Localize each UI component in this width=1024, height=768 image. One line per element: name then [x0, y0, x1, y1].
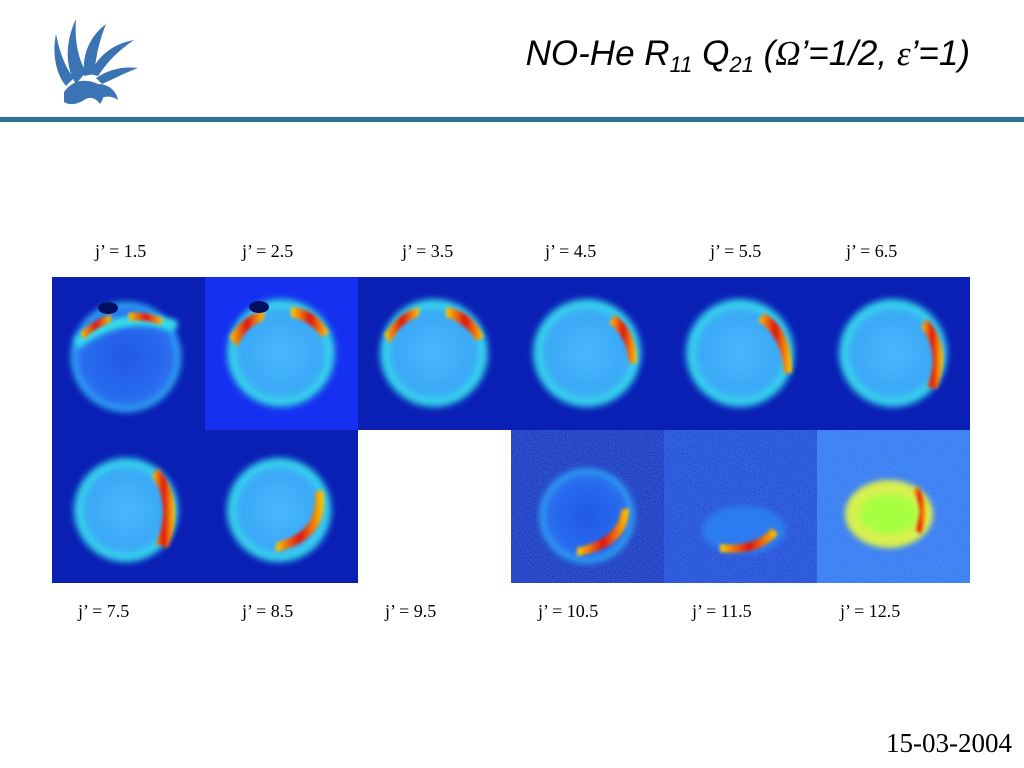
slide-date: 15-03-2004	[886, 728, 1012, 758]
panel-label-top: j’ = 5.5	[710, 241, 762, 261]
panel-label-bottom: j’ = 7.5	[78, 601, 130, 621]
image-panel-j6-5	[817, 277, 970, 430]
image-panel-j5-5	[664, 277, 817, 430]
panel-label-bottom: j’ = 12.5	[840, 601, 901, 621]
griffin-logo-icon	[46, 14, 142, 112]
panel-label-top: j’ = 6.5	[846, 241, 898, 261]
panel-label-bottom: j’ = 11.5	[692, 601, 752, 621]
panel-label-bottom: j’ = 10.5	[538, 601, 599, 621]
panel-label-top: j’ = 3.5	[402, 241, 454, 261]
title-divider	[0, 117, 1024, 122]
image-panel-j11-5	[664, 430, 817, 583]
image-panel-j10-5	[511, 430, 664, 583]
panel-label-bottom: j’ = 9.5	[385, 601, 437, 621]
panel-label-top: j’ = 4.5	[545, 241, 597, 261]
panel-label-bottom: j’ = 8.5	[242, 601, 294, 621]
image-panel-j3-5	[358, 277, 511, 430]
slide-title: NO-He R11 Q21 (Ω’=1/2, ε’=1)	[525, 34, 970, 77]
image-panel-j1-5	[52, 277, 205, 430]
panel-label-top: j’ = 2.5	[242, 241, 294, 261]
image-panel-j12-5	[817, 430, 970, 583]
image-panel-j9-5-empty	[358, 430, 511, 583]
panel-label-top: j’ = 1.5	[95, 241, 147, 261]
image-panel-j2-5	[205, 277, 358, 430]
image-panel-j8-5	[205, 430, 358, 583]
image-panel-j7-5	[52, 430, 205, 583]
image-panel-j4-5	[511, 277, 664, 430]
